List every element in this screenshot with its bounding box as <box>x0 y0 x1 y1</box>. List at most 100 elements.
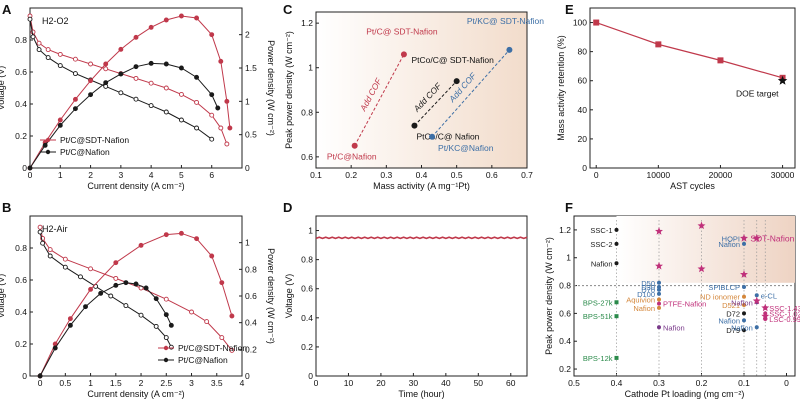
y-axis-label: Voltage (V) <box>284 274 294 319</box>
x-tick-label: 4 <box>149 170 154 180</box>
data-point <box>47 247 53 253</box>
data-point <box>45 55 51 61</box>
point-label: D79 <box>726 326 740 335</box>
data-point <box>209 32 215 38</box>
data-point <box>657 287 661 292</box>
point-label: BPS-12k <box>583 354 613 363</box>
cof-arrow <box>354 54 405 146</box>
data-point <box>209 253 215 259</box>
sdt-nafion-star <box>740 270 748 278</box>
data-point <box>224 98 230 104</box>
x-axis-label: Current density (A cm⁻²) <box>87 389 184 399</box>
data-point <box>62 264 68 270</box>
data-point <box>178 13 184 19</box>
point-label: D30 <box>641 283 655 292</box>
data-point <box>67 322 73 328</box>
point-label: Nafion <box>718 240 740 249</box>
data-point <box>657 291 661 296</box>
plot-frame <box>589 7 796 169</box>
data-point <box>742 311 746 316</box>
point-label: SPIBLCP <box>708 283 740 292</box>
y-tick-label: 100 <box>573 18 587 28</box>
x-tick-label: 5 <box>179 170 184 180</box>
data-point <box>168 344 174 350</box>
stability-line <box>315 236 528 240</box>
data-point <box>88 286 94 292</box>
panel-f: 0.5 0.4 0.3 0.2 0.1 0 0.2 0.4 0.6 0.8 1 1.2 Cathode … <box>544 215 800 399</box>
data-point <box>163 61 169 67</box>
x-tick-label: 0 <box>784 378 789 388</box>
data-point <box>37 224 43 230</box>
x-tick-label: 1 <box>58 170 63 180</box>
data-point <box>754 293 759 298</box>
y-axis-label: Peak power density (W cm⁻²) <box>284 31 294 149</box>
data-point <box>229 347 235 353</box>
x-tick-label: 1.5 <box>110 378 122 388</box>
data-point <box>219 335 225 341</box>
data-point <box>88 61 94 67</box>
point-label: Pt/KC@ SDT-Nafion <box>467 16 544 26</box>
x-tick-label: 0.4 <box>611 378 623 388</box>
panel-c: 0.1 0.2 0.3 0.4 0.5 0.6 0.7 0.6 0.8 1 1.2 Mass acti… <box>284 11 544 191</box>
panel-label-f: F <box>565 200 573 215</box>
series-line-3 <box>29 62 219 169</box>
data-point <box>123 280 129 286</box>
data-point <box>742 241 746 246</box>
point-label: SSC-1 <box>590 226 612 235</box>
data-point <box>123 303 129 309</box>
y-tick-label: 0.6 <box>301 152 313 162</box>
legend-label: Pt/C@Nafion <box>178 355 228 365</box>
y-tick-label: 0 <box>22 163 27 173</box>
y2-tick-label: 0 <box>245 371 250 381</box>
data-point <box>163 232 169 238</box>
y2-tick-label: 0.5 <box>245 130 257 140</box>
x-tick-label: 0 <box>28 170 33 180</box>
panel-label-d: D <box>283 200 292 215</box>
sdt-nafion-legend: SDT-Nafion <box>750 233 794 243</box>
sdt-nafion-star <box>761 303 770 312</box>
x-tick-label: 30000 <box>771 170 795 180</box>
x-tick-label: 0.7 <box>521 170 533 180</box>
y-tick-label: 0.6 <box>559 308 571 318</box>
data-point <box>30 34 36 40</box>
point-label: D50 <box>641 279 655 288</box>
data-point <box>754 325 759 330</box>
data-point <box>657 301 661 306</box>
data-point <box>148 60 154 66</box>
y-tick-label: 80 <box>578 47 588 57</box>
data-point <box>37 229 43 235</box>
y-tick-label: 0 <box>308 371 313 381</box>
data-point <box>593 19 600 26</box>
point-label: Nafion <box>591 259 613 268</box>
x-tick-label: 0 <box>314 378 319 388</box>
panel-a: 0 1 2 3 4 5 6 0 0.2 0.4 0.6 0.8 Current density (A c… <box>0 7 276 191</box>
x-tick-label: 4 <box>240 378 245 388</box>
data-point <box>742 294 746 299</box>
point-label: Nafion <box>663 323 685 332</box>
data-point <box>351 142 358 149</box>
x-tick-label: 2 <box>88 170 93 180</box>
x-tick-label: 1 <box>88 378 93 388</box>
data-point <box>103 66 109 72</box>
data-point <box>148 80 154 86</box>
x-tick-label: 0.1 <box>738 378 750 388</box>
x-tick-label: 0.2 <box>696 378 708 388</box>
x-tick-label: 0 <box>594 170 599 180</box>
x-axis-label: AST cycles <box>670 181 715 191</box>
data-point <box>204 319 210 325</box>
data-point <box>614 227 619 232</box>
data-point <box>36 40 42 46</box>
data-point <box>209 136 215 142</box>
data-point <box>163 312 169 318</box>
data-point <box>118 46 124 52</box>
point-label: Nafion <box>633 304 655 313</box>
data-point <box>178 117 184 123</box>
y-tick-label: 0.8 <box>301 255 313 265</box>
x-tick-label: 30 <box>409 378 419 388</box>
x-axis-label: Time (hour) <box>398 389 444 399</box>
point-label: ND ionomer <box>700 293 741 302</box>
data-point <box>153 323 159 329</box>
cof-arrow <box>431 49 510 138</box>
